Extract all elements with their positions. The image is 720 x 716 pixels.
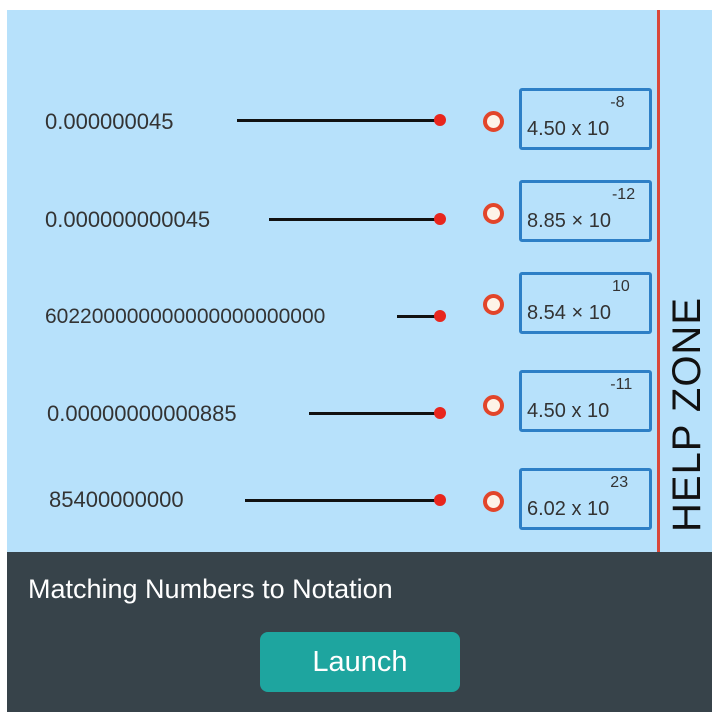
notation-box[interactable]: 4.50 x 10 -8 — [519, 88, 652, 150]
drag-handle[interactable] — [434, 114, 446, 126]
notation-box[interactable]: 8.54 × 10 10 — [519, 272, 652, 334]
target-socket[interactable] — [483, 111, 504, 132]
drag-handle[interactable] — [434, 407, 446, 419]
notation-box[interactable]: 6.02 x 10 23 — [519, 468, 652, 530]
notation-box[interactable]: 8.85 × 10 -12 — [519, 180, 652, 242]
target-socket[interactable] — [483, 395, 504, 416]
target-socket[interactable] — [483, 491, 504, 512]
drag-handle[interactable] — [434, 310, 446, 322]
launch-panel: Matching Numbers to Notation Launch — [7, 552, 712, 712]
number-label: 0.00000000000885 — [47, 401, 237, 426]
exponent: 23 — [610, 474, 629, 491]
exponent: -11 — [610, 376, 633, 393]
help-zone-label: HELP ZONE — [665, 297, 709, 532]
exponent: 10 — [611, 278, 630, 295]
connector-line — [245, 499, 437, 502]
activity-stage: 0.000000045 4.50 x 10 -8 0.000000000045 8… — [7, 10, 712, 712]
notation-box[interactable]: 4.50 x 10 -11 — [519, 370, 652, 432]
number-label: 85400000000 — [49, 487, 184, 512]
mantissa: 4.50 x 10 — [527, 118, 610, 140]
target-socket[interactable] — [483, 294, 504, 315]
drag-handle[interactable] — [434, 494, 446, 506]
activity-title: Matching Numbers to Notation — [28, 574, 393, 604]
connector-line — [237, 119, 437, 122]
connector-line — [309, 412, 437, 415]
number-label: 0.000000045 — [45, 109, 174, 134]
exponent: -12 — [611, 186, 636, 203]
mantissa: 4.50 x 10 — [527, 400, 610, 422]
number-label: 0.000000000045 — [45, 207, 211, 232]
mantissa: 6.02 x 10 — [527, 498, 610, 520]
target-socket[interactable] — [483, 203, 504, 224]
connector-line — [397, 315, 437, 318]
connector-line — [269, 218, 437, 221]
help-zone-divider — [657, 10, 660, 712]
mantissa: 8.54 × 10 — [527, 302, 611, 324]
drag-handle[interactable] — [434, 213, 446, 225]
mantissa: 8.85 × 10 — [527, 210, 611, 232]
number-label: 602200000000000000000000 — [45, 305, 326, 328]
exponent: -8 — [610, 94, 625, 111]
launch-button[interactable]: Launch — [260, 632, 460, 692]
